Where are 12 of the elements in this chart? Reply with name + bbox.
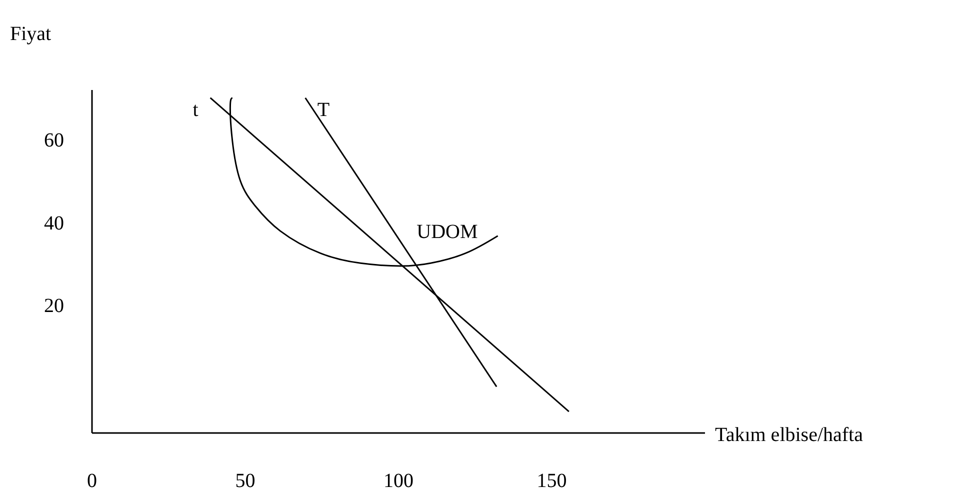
y-tick-label: 40	[44, 212, 64, 234]
x-tick-label: 100	[384, 470, 414, 492]
x-tick-label: 0	[87, 470, 97, 492]
y-tick-label: 20	[44, 294, 64, 317]
y-axis-title: Fiyat	[10, 23, 52, 45]
series-label: t	[192, 98, 199, 121]
y-tick-label: 60	[44, 130, 64, 152]
x-axis-title: Takım elbise/hafta	[715, 424, 864, 446]
x-tick-label: 50	[235, 470, 256, 492]
series-label: UDOM	[416, 220, 478, 243]
series-label: T	[317, 98, 330, 121]
x-tick-label: 150	[536, 470, 567, 492]
